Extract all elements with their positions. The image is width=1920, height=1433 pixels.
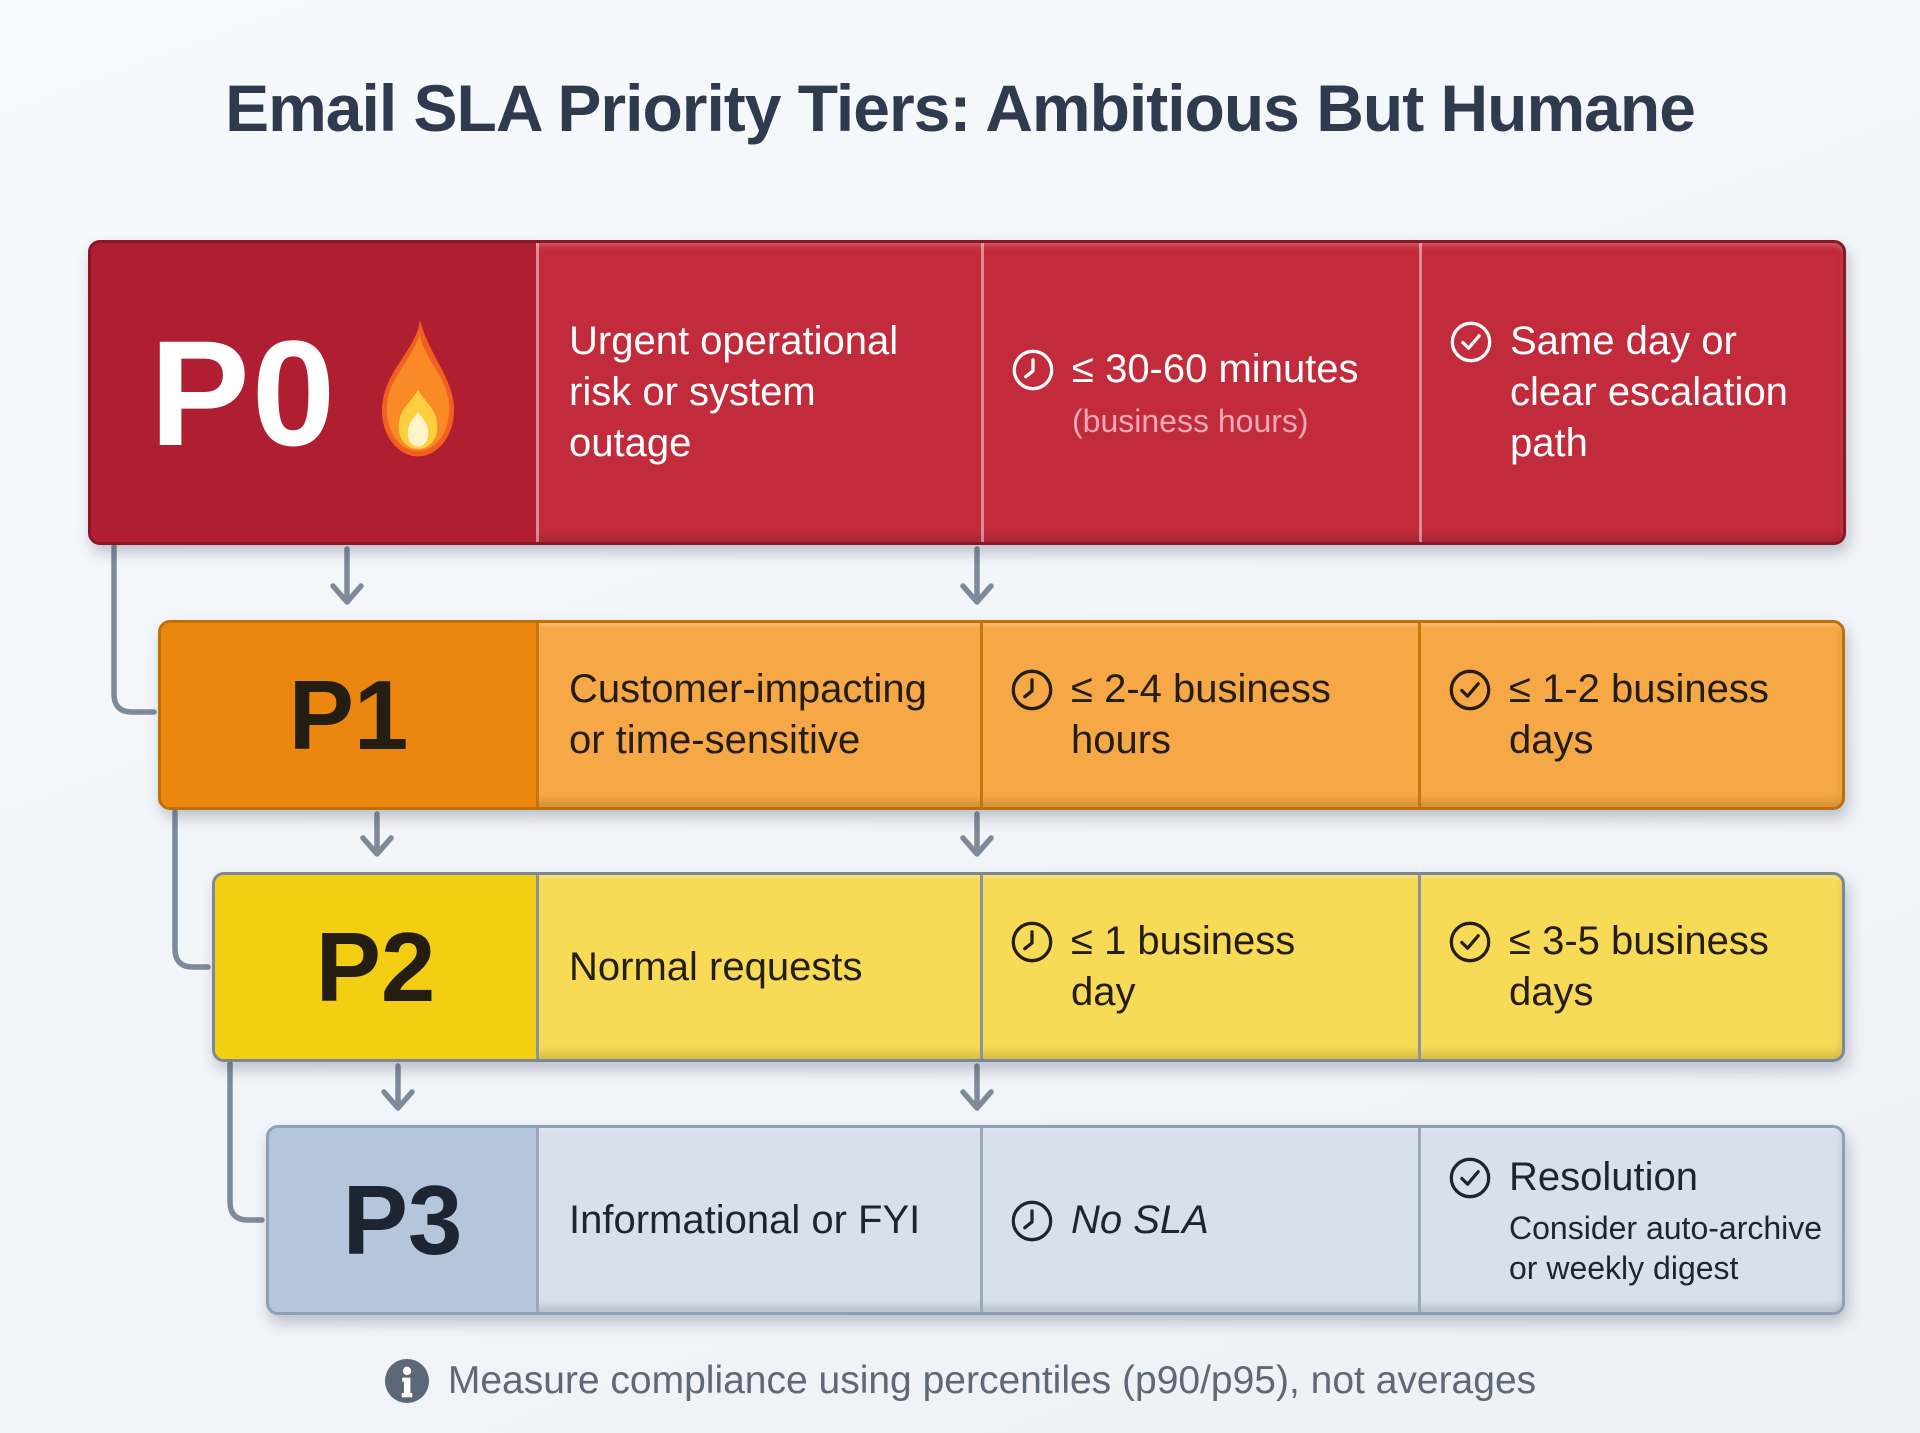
resolution-text: Same day or clear escalation path: [1510, 319, 1788, 465]
tier-row-p3: P3 Informational or FYI No SLA: [266, 1125, 1845, 1315]
tier-p1-label: P1: [288, 660, 409, 770]
check-circle-icon: [1448, 319, 1494, 365]
arrow-head-icon: [960, 583, 994, 605]
resolution-text: Resolution: [1509, 1154, 1699, 1199]
arrow-head-icon: [360, 835, 394, 857]
tier-p0-resolution-cell: Same day or clear escalation path: [1419, 243, 1843, 542]
arrow-head-icon: [330, 583, 364, 605]
arrow-head-icon: [960, 1089, 994, 1111]
response-text: No SLA: [1071, 1197, 1209, 1242]
tier-description: Informational or FYI: [569, 1197, 921, 1242]
elbow-connector: [111, 544, 157, 715]
tier-p2-response-cell: ≤ 1 business day: [980, 875, 1418, 1059]
tier-p1-response-cell: ≤ 2-4 business hours: [980, 623, 1418, 807]
tier-description: Urgent operational risk or system outage: [569, 319, 899, 465]
tier-p1-resolution-cell: ≤ 1-2 business days: [1418, 623, 1842, 807]
footer-note: Measure compliance using percentiles (p9…: [0, 1358, 1920, 1404]
tier-p0-description-cell: Urgent operational risk or system outage: [536, 243, 981, 542]
resolution-text: ≤ 1-2 business days: [1509, 667, 1769, 762]
check-circle-icon: [1447, 1155, 1493, 1201]
tier-p1-label-cell: P1: [161, 623, 536, 807]
tier-p1-description-cell: Customer-impacting or time-sensitive: [536, 623, 980, 807]
tier-p3-description-cell: Informational or FYI: [536, 1128, 980, 1312]
tier-p2-label: P2: [315, 912, 436, 1022]
tier-description: Customer-impacting or time-sensitive: [569, 667, 927, 762]
tier-row-p2: P2 Normal requests ≤ 1 business day: [212, 872, 1845, 1062]
response-text: ≤ 2-4 business hours: [1071, 667, 1331, 762]
tier-p0-label-cell: P0: [91, 243, 536, 542]
flame-icon: [359, 316, 477, 469]
arrow-head-icon: [960, 835, 994, 857]
check-circle-icon: [1447, 667, 1493, 713]
response-text: ≤ 1 business day: [1071, 919, 1296, 1014]
elbow-connector: [227, 1061, 265, 1223]
tier-p2-label-cell: P2: [215, 875, 536, 1059]
response-subtext: (business hours): [1072, 402, 1309, 439]
tier-row-p1: P1 Customer-impacting or time-sensitive …: [158, 620, 1845, 810]
response-text: ≤ 30-60 minutes: [1072, 347, 1359, 392]
footer-text: Measure compliance using percentiles (p9…: [447, 1359, 1537, 1402]
clock-icon: [1009, 919, 1055, 965]
tier-p3-label: P3: [342, 1165, 463, 1275]
clock-icon: [1010, 347, 1056, 393]
tier-p3-response-cell: No SLA: [980, 1128, 1418, 1312]
arrow-head-icon: [381, 1089, 415, 1111]
clock-icon: [1009, 667, 1055, 713]
elbow-connector: [172, 809, 211, 970]
tier-row-p0: P0 Urgent operational risk or system out…: [88, 240, 1846, 545]
page-title: Email SLA Priority Tiers: Ambitious But …: [225, 71, 1696, 145]
resolution-subtext: Consider auto-archive or weekly digest: [1509, 1210, 1823, 1287]
tier-p2-description-cell: Normal requests: [536, 875, 980, 1059]
tier-description: Normal requests: [569, 944, 863, 989]
tier-p3-resolution-cell: Resolution Consider auto-archive or week…: [1418, 1128, 1842, 1312]
tier-p3-label-cell: P3: [269, 1128, 536, 1312]
check-circle-icon: [1447, 919, 1493, 965]
tier-p0-label: P0: [149, 308, 338, 477]
tier-p2-resolution-cell: ≤ 3-5 business days: [1418, 875, 1842, 1059]
tier-p0-response-cell: ≤ 30-60 minutes (business hours): [981, 243, 1419, 542]
resolution-text: ≤ 3-5 business days: [1509, 919, 1769, 1014]
clock-icon: [1009, 1198, 1055, 1244]
info-icon: [384, 1358, 430, 1404]
